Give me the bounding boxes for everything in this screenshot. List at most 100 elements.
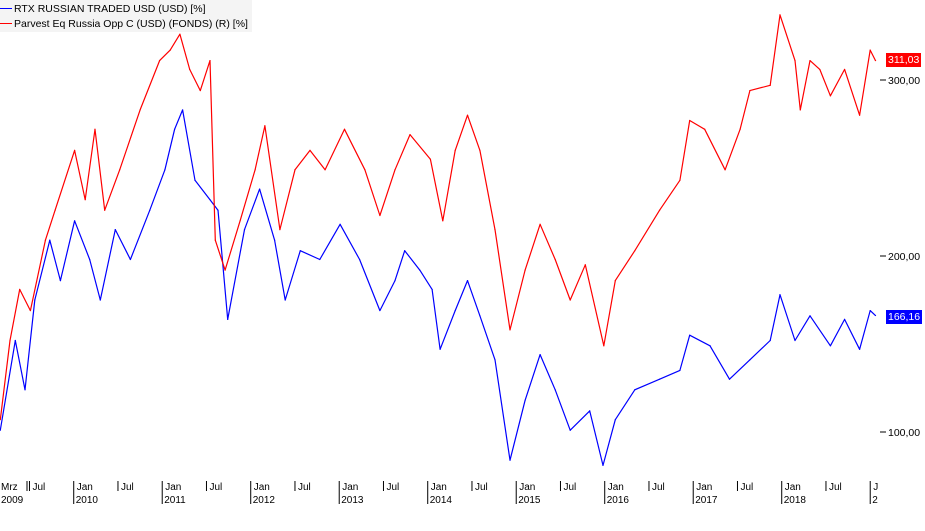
x-tick-label-top: Jan: [785, 482, 801, 493]
data-point: [199, 89, 201, 92]
data-point: [319, 258, 321, 261]
data-point: [419, 269, 421, 271]
data-point: [164, 169, 166, 171]
x-axis: Mrz 2009 Jul Jan 2010 Jul Jan 2011 Jul Jan 2012 Jul…: [1, 481, 889, 506]
data-point: [454, 149, 456, 151]
data-point: [749, 89, 751, 92]
data-point: [829, 95, 831, 97]
data-point: [769, 339, 771, 342]
legend-item-rtx[interactable]: RTX RUSSIAN TRADED USD (USD) [%]: [0, 1, 248, 16]
x-tick-label-bottom: 2009: [1, 495, 24, 506]
data-point: [94, 128, 96, 130]
data-point: [309, 149, 311, 151]
data-point: [54, 209, 56, 211]
data-point: [749, 359, 751, 361]
x-tick-label-top: Jul: [32, 482, 45, 493]
data-point: [794, 60, 796, 62]
data-point: [274, 239, 276, 241]
data-point: [724, 169, 726, 171]
data-point: [689, 119, 691, 122]
data-point: [299, 250, 301, 252]
data-point: [769, 84, 771, 86]
x-tick-label-top: Jan: [165, 482, 181, 493]
data-point: [284, 299, 286, 301]
data-point: [189, 68, 191, 71]
data-point: [209, 199, 211, 201]
data-point: [569, 299, 571, 301]
legend: RTX RUSSIAN TRADED USD (USD) [%] Parvest…: [0, 0, 252, 32]
data-point: [554, 258, 556, 261]
y-tick-label: 100,00: [888, 427, 920, 439]
data-point: [679, 369, 681, 371]
x-tick-label-top: Jul: [475, 482, 488, 493]
data-point: [479, 315, 481, 317]
x-tick-label-bottom: 2010: [76, 495, 99, 506]
data-point: [343, 128, 346, 130]
data-point: [658, 378, 661, 380]
data-point: [84, 199, 86, 201]
data-point: [99, 299, 101, 301]
data-point: [614, 280, 616, 282]
legend-label: Parvest Eq Russia Opp C (USD) (FONDS) (R…: [14, 17, 248, 30]
data-point: [44, 239, 47, 241]
data-point: [869, 49, 871, 51]
y-tick-label: 300,00: [888, 75, 920, 87]
data-point: [809, 60, 811, 62]
x-tick-label-top: Jar: [873, 482, 888, 493]
data-point: [264, 125, 266, 127]
x-tick-label-top: Mrz: [1, 482, 18, 493]
data-point: [24, 389, 26, 391]
x-tick-label-bottom: 2014: [430, 495, 453, 506]
data-point: [429, 158, 431, 160]
data-point: [209, 60, 211, 62]
data-point: [874, 59, 877, 62]
data-point: [509, 459, 511, 461]
data-point: [794, 339, 796, 342]
data-point: [869, 309, 871, 312]
x-tick-label-bottom: 201: [872, 495, 889, 506]
data-point: [614, 419, 616, 421]
data-point: [431, 288, 433, 291]
data-point: [339, 223, 341, 225]
data-point: [379, 214, 381, 217]
data-point: [689, 334, 691, 336]
data-point: [509, 329, 511, 331]
data-point: [634, 250, 636, 252]
data-point: [589, 410, 591, 412]
data-point: [479, 149, 481, 151]
series-line-1: [0, 14, 877, 420]
data-point: [709, 345, 711, 347]
data-point: [364, 169, 366, 171]
data-point: [243, 229, 246, 231]
data-point: [114, 229, 116, 231]
x-tick-label-bottom: 2017: [695, 495, 718, 506]
data-point: [254, 169, 256, 171]
data-point: [129, 258, 131, 261]
legend-label: RTX RUSSIAN TRADED USD (USD) [%]: [14, 2, 206, 15]
data-point: [379, 309, 381, 312]
data-point: [843, 318, 846, 320]
x-tick-label-top: Jan: [342, 482, 358, 493]
data-point: [29, 309, 31, 312]
series-line-0: [0, 109, 876, 466]
data-point: [258, 188, 261, 190]
data-point: [214, 239, 216, 241]
data-point: [809, 315, 811, 317]
data-point: [799, 109, 801, 111]
data-point: [394, 169, 396, 171]
data-point: [49, 239, 51, 241]
data-point: [158, 60, 161, 62]
data-point: [779, 14, 781, 16]
x-tick-label-top: Jul: [563, 482, 576, 493]
data-point: [0, 429, 1, 431]
data-point: [174, 128, 176, 130]
x-tick-label-top: Jan: [519, 482, 535, 493]
data-point: [224, 269, 226, 271]
data-point: [227, 318, 229, 320]
data-point: [524, 399, 526, 401]
data-point: [679, 179, 681, 181]
legend-item-parvest[interactable]: Parvest Eq Russia Opp C (USD) (FONDS) (R…: [0, 16, 248, 31]
data-point: [324, 169, 326, 171]
data-point: [728, 378, 731, 380]
x-tick-label-bottom: 2016: [607, 495, 630, 506]
